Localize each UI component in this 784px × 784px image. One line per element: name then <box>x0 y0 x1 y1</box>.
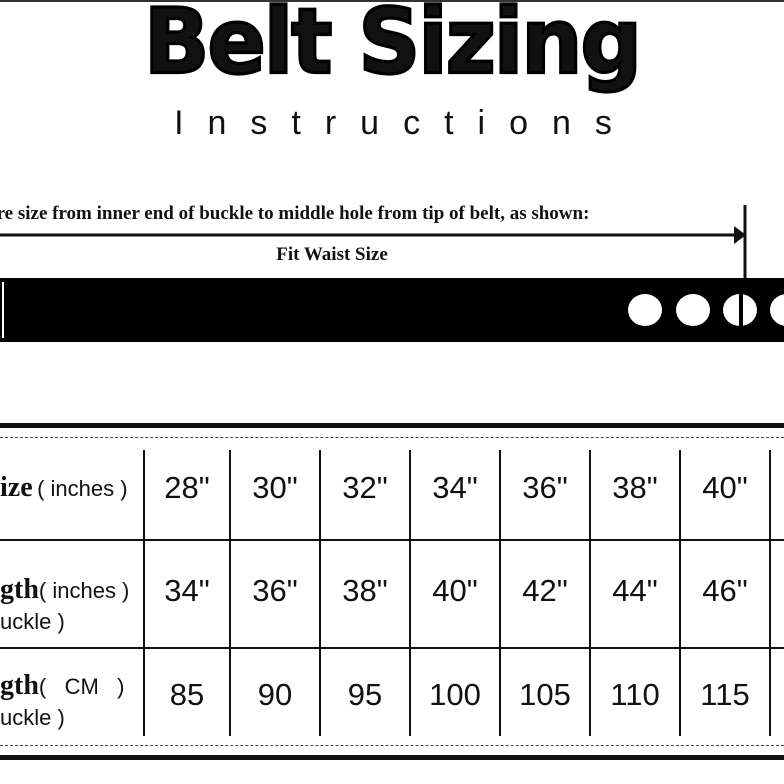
table-cell: 38" <box>342 573 388 608</box>
row-divider <box>0 647 784 649</box>
dashed-line <box>0 437 784 438</box>
column-divider <box>589 450 591 736</box>
row-label-sub: uckle ) <box>0 705 65 730</box>
table-cell: 34" <box>164 573 210 608</box>
table-border-top <box>0 423 784 428</box>
table-cell: 36" <box>522 470 568 505</box>
table-cell: 36" <box>252 573 298 608</box>
row-label: gth( inches ) <box>0 574 130 605</box>
column-divider <box>409 450 411 736</box>
top-border <box>0 0 784 2</box>
instruction-text: ure size from inner end of buckle to mid… <box>0 203 590 224</box>
table-cell: 42" <box>522 573 568 608</box>
column-divider <box>319 450 321 736</box>
table-cell: 85 <box>169 677 205 712</box>
table-cell: 32" <box>342 470 388 505</box>
fit-waist-label: Fit Waist Size <box>276 244 388 265</box>
dashed-line <box>0 745 784 746</box>
table-cell: 38" <box>612 470 658 505</box>
column-divider <box>499 450 501 736</box>
belt-hole <box>770 294 784 326</box>
table-cell: 40" <box>432 573 478 608</box>
column-divider <box>229 450 231 736</box>
table-cell: 46" <box>702 573 748 608</box>
belt-hole <box>628 294 662 326</box>
table-cell: 110 <box>610 677 660 712</box>
table-cell: 30" <box>252 470 298 505</box>
table-border-bottom <box>0 755 784 760</box>
table-cell: 28" <box>164 470 210 505</box>
column-divider <box>143 450 145 736</box>
column-divider <box>769 450 771 736</box>
row-divider <box>0 539 784 541</box>
column-divider <box>679 450 681 736</box>
table-cell: 115 <box>700 677 750 712</box>
table-cell: 44" <box>612 573 658 608</box>
row-label: ize ( inches ) <box>0 472 128 503</box>
row-label-sub: uckle ) <box>0 609 65 634</box>
belt-strap <box>0 278 784 342</box>
row-label: gth( CM ) <box>0 670 125 701</box>
table-cell: 105 <box>519 677 571 712</box>
table-cell: 90 <box>257 677 293 712</box>
table-cell: 40" <box>702 470 748 505</box>
table-cell: 95 <box>347 677 383 712</box>
title: Belt Sizing <box>142 0 643 96</box>
belt-hole <box>676 294 710 326</box>
subtitle: Instructions <box>174 104 636 142</box>
table-cell: 34" <box>432 470 478 505</box>
table-cell: 100 <box>429 677 481 712</box>
